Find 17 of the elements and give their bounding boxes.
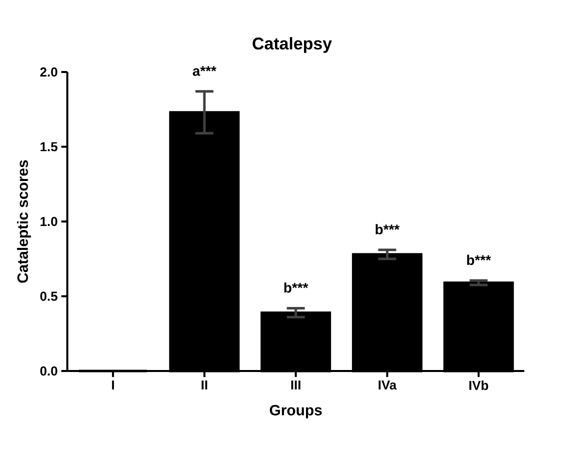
y-tick-label: 2.0 — [40, 67, 58, 77]
chart-title: Catalepsy — [252, 37, 332, 53]
y-tick-label: 0.0 — [40, 366, 58, 376]
annotation: b*** — [467, 254, 491, 266]
annotation: b*** — [284, 282, 308, 293]
y-axis-title: Cataleptic scores — [17, 160, 31, 283]
annotation: a*** — [192, 66, 216, 76]
x-tick-label: IVb — [469, 380, 488, 390]
y-tick-label: 0.5 — [40, 292, 58, 301]
x-tick-label: II — [202, 380, 208, 390]
x-tick-label: I — [112, 380, 114, 390]
x-axis-title: Groups — [270, 404, 322, 418]
y-tick-label: 1.0 — [40, 216, 58, 226]
x-tick-label: IVa — [378, 380, 397, 390]
annotation: b*** — [376, 224, 400, 234]
x-tick-label: III — [291, 380, 300, 390]
y-tick-label: 1.5 — [40, 142, 58, 152]
